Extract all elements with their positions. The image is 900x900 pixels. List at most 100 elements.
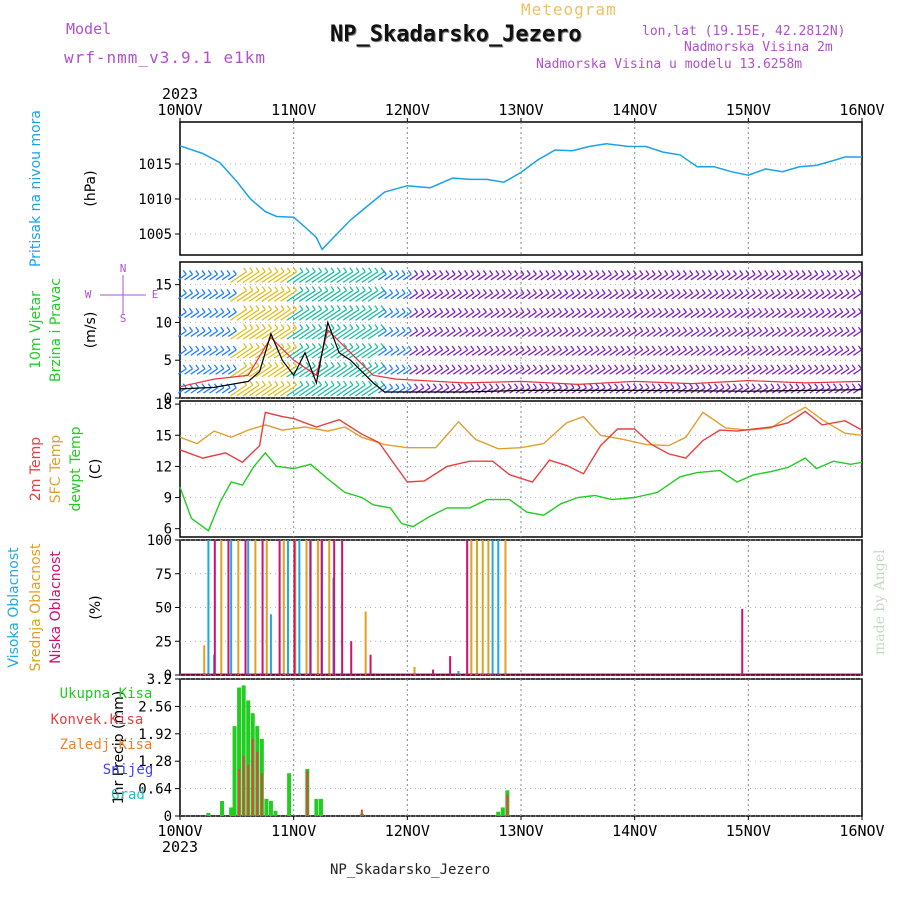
dewpoint-line [179,451,863,532]
wind-barb [846,273,856,281]
wind-barb [349,361,354,367]
wind-barb [526,345,531,351]
wind-barb [342,309,360,321]
wind-barb [834,368,844,375]
wind-barb [559,330,568,337]
wind-barb [389,383,394,389]
wind-barb [409,330,418,337]
wind-barb [409,311,418,319]
wind-barb [521,368,531,375]
wind-barb [714,345,719,351]
wind-barb [382,326,387,332]
wind-barb [465,349,475,356]
y-tick-label: 3.2 [147,672,172,688]
y-tick-label: 1005 [138,227,172,243]
wind-barb [420,288,425,294]
wind-barb [336,309,354,321]
y-tick-label: 10 [155,315,172,331]
wind-barb [664,326,669,332]
wind-barb [299,286,304,292]
wind-barb [274,267,279,273]
wind-barb [557,288,562,294]
wind-barb [734,387,744,394]
watermark: made by Angel [872,549,888,656]
wind-barb [664,288,669,294]
y-tick-label: 9 [164,491,172,507]
wind-barb [268,324,273,329]
wind-barb [361,384,379,397]
wind-barb [776,307,781,313]
wind-barb [828,349,837,356]
wind-barb [214,345,219,351]
panel-ylabel: 1hr Precip (mm) [111,691,127,804]
wind-barb [814,326,819,332]
wind-barb [268,342,273,348]
wind-barb [202,349,212,356]
wind-barb [514,364,519,370]
wind-barb [220,270,225,275]
wind-barb [621,292,631,300]
wind-barb [834,349,844,356]
wind-barb [640,368,650,375]
wind-barb [496,292,506,300]
wind-barb [293,324,298,329]
wind-barb [374,361,379,367]
wind-barb [521,330,531,337]
wind-barb [384,311,393,319]
wind-barb [496,311,506,319]
wind-barb [701,364,706,370]
wind-barb [682,288,687,294]
wind-barb [318,286,323,292]
wind-barb [695,326,700,332]
wind-barb [726,364,731,370]
wind-barb [526,307,531,313]
wind-barb [628,330,637,337]
wind-barb [789,345,794,351]
wind-barb [603,273,612,281]
wind-barb [553,330,562,337]
wind-barb [389,288,394,294]
wind-barb [445,364,450,370]
wind-barb [615,368,625,375]
wind-barb [621,330,631,337]
wind-barb [432,288,437,294]
year-label: 2023 [162,85,198,103]
wind-barb [721,273,731,281]
wind-barb [426,270,431,275]
model-elevation-label: Nadmorska Visina u modelu 13.6258m [536,57,803,72]
wind-barb [853,387,862,394]
wind-barb [502,311,512,319]
wind-barb [607,345,612,351]
wind-barb [414,345,419,351]
wind-barb [355,286,360,292]
wind-barb [690,292,700,300]
wind-barb [215,330,225,337]
wind-barb [348,365,366,378]
wind-barb [501,270,506,275]
wind-barb [232,270,237,275]
panel-ylabel: (C) [88,459,104,480]
wind-barb [726,307,731,313]
wind-barb [415,330,425,337]
precip-total-bar [273,810,278,816]
wind-barb [565,292,575,300]
wind-barb [342,290,360,302]
wind-barb [230,309,247,321]
wind-barb [651,270,656,275]
wind-barb [292,327,310,340]
wind-barb [632,288,637,294]
wind-barb [820,364,825,370]
wind-barb [832,288,837,294]
wind-barb [489,307,494,313]
wind-barb [293,342,298,348]
wind-barb [243,342,248,348]
wind-barb [232,307,237,313]
wind-barb [502,330,512,337]
wind-barb [426,307,431,313]
wind-barb [603,368,612,375]
wind-barb [645,288,650,294]
wind-barb [821,311,831,319]
wind-barb [546,349,556,356]
wind-barb [807,326,812,332]
